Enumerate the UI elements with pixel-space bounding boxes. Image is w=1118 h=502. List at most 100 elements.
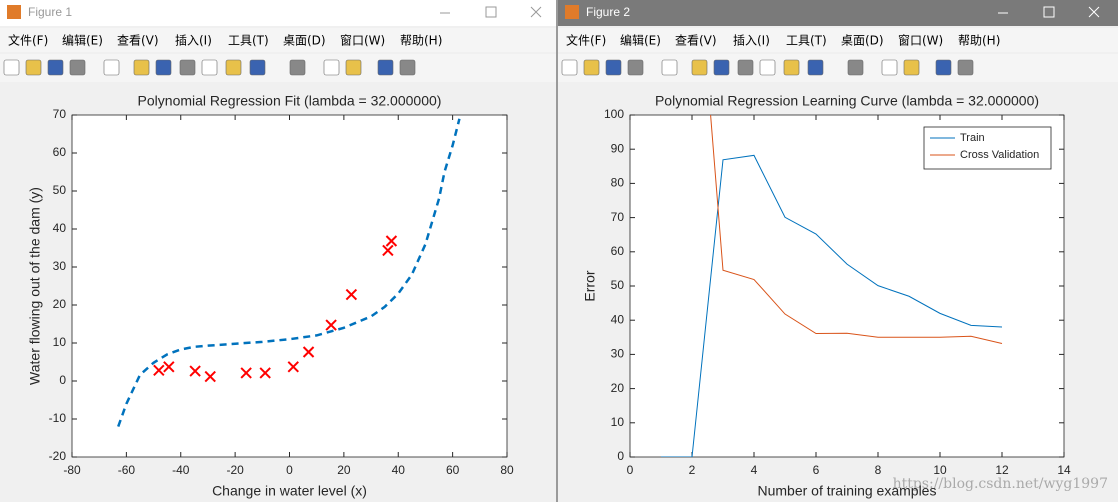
- toolbar-button[interactable]: [561, 59, 578, 76]
- data-point: [259, 367, 271, 379]
- menu-item[interactable]: 窗口(W): [898, 34, 943, 48]
- toolbar-button[interactable]: [605, 59, 622, 76]
- x-tick-label: 12: [995, 463, 1009, 477]
- x-tick-label: 0: [286, 463, 293, 477]
- x-tick-label: 14: [1057, 463, 1071, 477]
- data-point: [302, 346, 315, 358]
- toolbar-button[interactable]: [881, 59, 898, 76]
- toolbar-button[interactable]: [201, 59, 218, 76]
- plot-area: [117, 118, 461, 428]
- maximize-button[interactable]: [485, 6, 497, 18]
- window-title: Figure 2: [586, 5, 630, 19]
- menu-item[interactable]: 工具(T): [786, 34, 827, 48]
- x-tick-label: 20: [337, 463, 351, 477]
- toolbar-button[interactable]: [179, 59, 196, 76]
- toolbar-button[interactable]: [807, 59, 824, 76]
- y-tick-label: 90: [611, 141, 625, 155]
- legend-label: Cross Validation: [960, 149, 1039, 161]
- x-tick-label: 6: [813, 463, 820, 477]
- toolbar-button[interactable]: [759, 59, 776, 76]
- data-point: [287, 361, 299, 373]
- toolbar-button[interactable]: [661, 59, 678, 76]
- toolbar-button[interactable]: [289, 59, 306, 76]
- toolbar-button[interactable]: [323, 59, 340, 76]
- data-point: [163, 361, 175, 373]
- title-bar: [558, 0, 1118, 26]
- menu-item[interactable]: 查看(V): [117, 34, 159, 48]
- toolbar-button[interactable]: [345, 59, 362, 76]
- menu-item[interactable]: 桌面(D): [283, 34, 326, 48]
- data-point: [204, 370, 216, 383]
- toolbar-button[interactable]: [133, 59, 150, 76]
- toolbar-button[interactable]: [399, 59, 416, 76]
- toolbar-button[interactable]: [713, 59, 730, 76]
- menu-bar: [558, 28, 1118, 52]
- toolbar-button[interactable]: [957, 59, 974, 76]
- y-axis-label: Error: [582, 270, 598, 301]
- plot-area: [661, 115, 1003, 457]
- toolbar-button[interactable]: [249, 59, 266, 76]
- data-point: [325, 319, 337, 331]
- close-button[interactable]: [530, 6, 542, 18]
- toolbar-button[interactable]: [3, 59, 20, 76]
- toolbar-button[interactable]: [627, 59, 644, 76]
- menu-item[interactable]: 桌面(D): [841, 34, 884, 48]
- toolbar-button[interactable]: [737, 59, 754, 76]
- toolbar-button[interactable]: [103, 59, 120, 76]
- x-tick-label: 0: [627, 463, 634, 477]
- y-tick-label: 30: [611, 347, 625, 361]
- menu-bar: [0, 28, 556, 52]
- toolbar-button[interactable]: [935, 59, 952, 76]
- toolbar-button[interactable]: [903, 59, 920, 76]
- y-tick-label: -10: [49, 411, 67, 425]
- maximize-button[interactable]: [1043, 6, 1055, 18]
- menu-item[interactable]: 文件(F): [566, 33, 606, 48]
- x-tick-label: 80: [500, 463, 514, 477]
- y-tick-label: 40: [611, 312, 625, 326]
- toolbar: [558, 54, 1118, 82]
- toolbar-button[interactable]: [225, 59, 242, 76]
- watermark: https://blog.csdn.net/wyg1997: [893, 476, 1108, 492]
- menu-item[interactable]: 插入(I): [175, 34, 212, 48]
- y-tick-label: -20: [49, 449, 67, 463]
- close-button[interactable]: [1088, 6, 1100, 18]
- x-tick-label: -40: [172, 463, 190, 477]
- menu-item[interactable]: 插入(I): [733, 34, 770, 48]
- menu-item[interactable]: 查看(V): [675, 34, 717, 48]
- menu-item[interactable]: 编辑(E): [62, 33, 103, 48]
- y-tick-label: 70: [53, 107, 67, 121]
- x-tick-label: 4: [751, 463, 758, 477]
- window-title: Figure 1: [28, 5, 72, 19]
- menu-item[interactable]: 帮助(H): [400, 34, 442, 48]
- toolbar-button[interactable]: [691, 59, 708, 76]
- data-point: [189, 365, 201, 377]
- y-tick-label: 20: [53, 297, 67, 311]
- menu-item[interactable]: 编辑(E): [620, 33, 661, 48]
- menu-item[interactable]: 帮助(H): [958, 34, 1000, 48]
- x-tick-label: -80: [63, 463, 81, 477]
- toolbar-button[interactable]: [69, 59, 86, 76]
- y-tick-label: 50: [611, 278, 625, 292]
- toolbar-button[interactable]: [847, 59, 864, 76]
- menu-item[interactable]: 文件(F): [8, 33, 48, 48]
- app-icon: [565, 5, 579, 19]
- toolbar-button[interactable]: [47, 59, 64, 76]
- y-tick-label: 0: [617, 449, 624, 463]
- y-tick-label: 10: [53, 335, 67, 349]
- toolbar-button[interactable]: [155, 59, 172, 76]
- menu-item[interactable]: 工具(T): [228, 34, 269, 48]
- y-tick-label: 60: [611, 244, 625, 258]
- axes: [629, 114, 1065, 458]
- menu-item[interactable]: 窗口(W): [340, 34, 385, 48]
- toolbar-button[interactable]: [25, 59, 42, 76]
- y-tick-label: 0: [59, 373, 66, 387]
- toolbar-button[interactable]: [783, 59, 800, 76]
- x-axis-label: Change in water level (x): [212, 483, 367, 499]
- data-point: [385, 235, 398, 247]
- toolbar-button[interactable]: [377, 59, 394, 76]
- toolbar-button[interactable]: [583, 59, 600, 76]
- legend: [923, 126, 1052, 170]
- y-tick-label: 10: [611, 415, 625, 429]
